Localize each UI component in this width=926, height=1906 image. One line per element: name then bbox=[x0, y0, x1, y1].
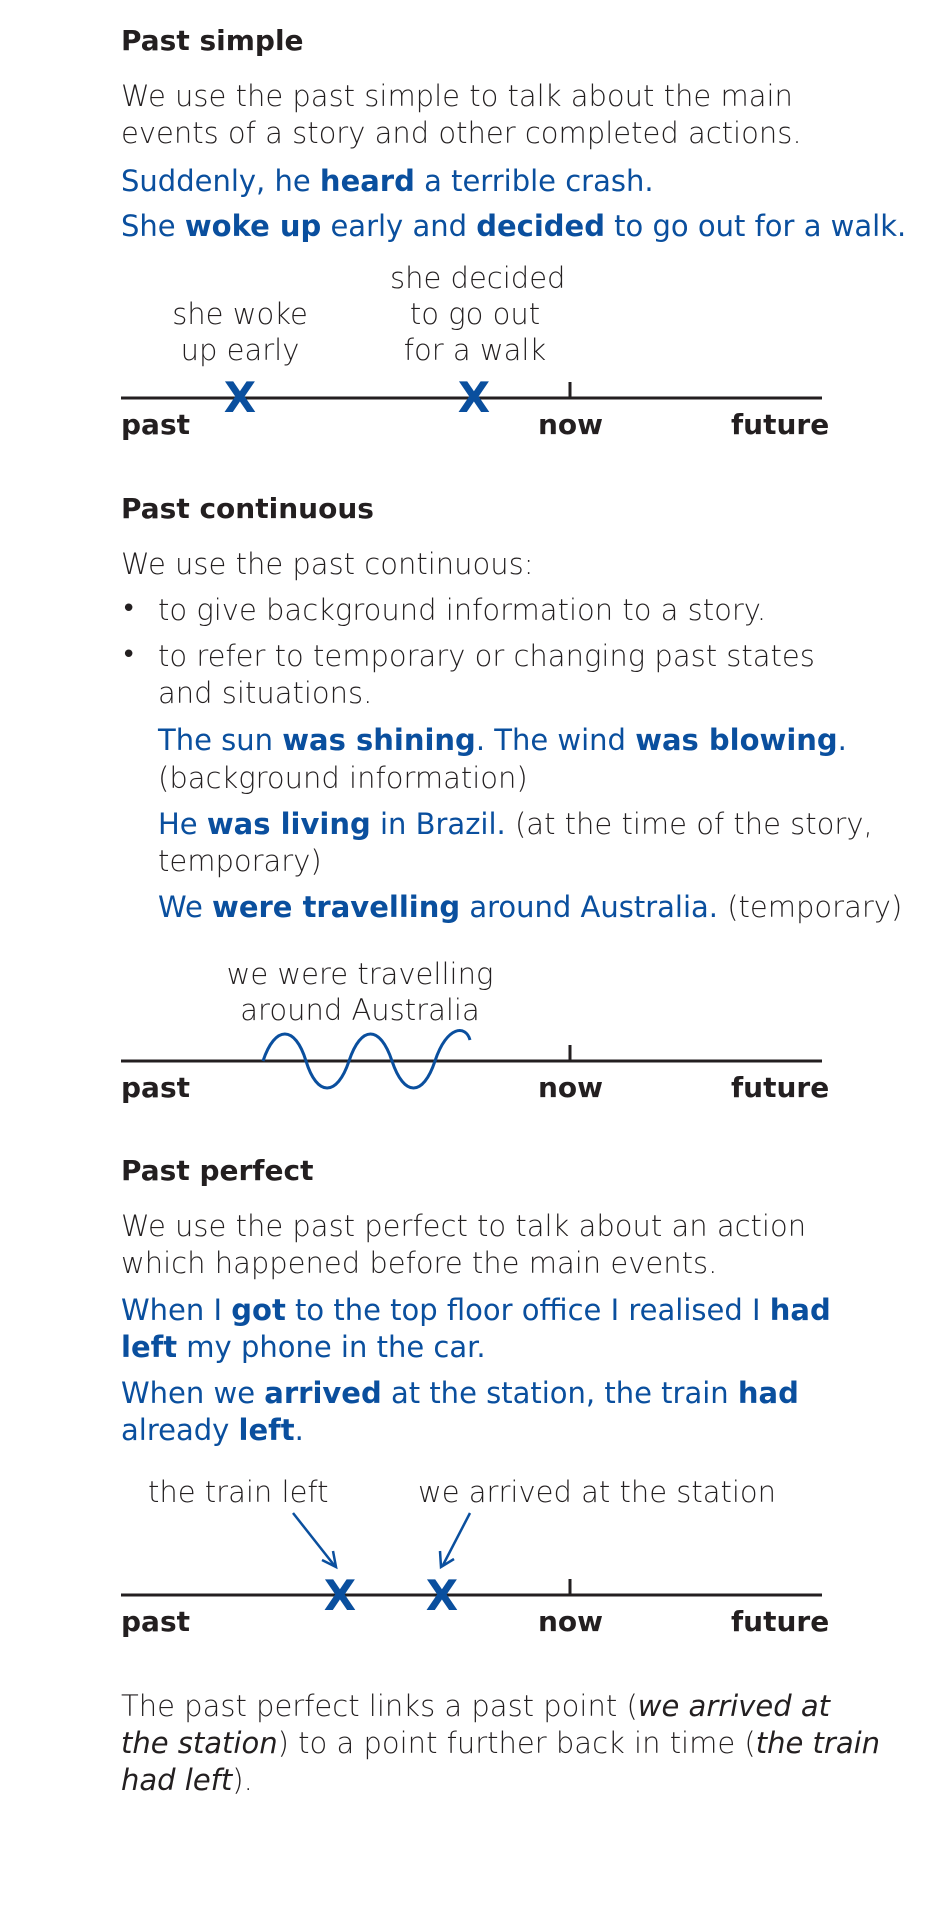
past-continuous-example-1: The sun was shining. The wind was blowin… bbox=[158, 723, 847, 757]
arrow-train-left bbox=[292, 1512, 335, 1566]
arrow-train-left-head bbox=[321, 1550, 338, 1570]
summary-line1: The past perfect links a past point (we … bbox=[121, 1689, 830, 1723]
timeline3-past-label: past bbox=[121, 1605, 190, 1638]
past-continuous-example-2-note: temporary) bbox=[158, 844, 322, 878]
timeline1-label-decided: she decided to go out for a walk bbox=[390, 261, 566, 367]
past-continuous-example-3: We were travelling around Australia. (te… bbox=[158, 890, 903, 924]
past-continuous-heading: Past continuous bbox=[121, 492, 374, 525]
timeline3-now-label: now bbox=[538, 1605, 604, 1638]
summary-line2: the station) to a point further back in … bbox=[121, 1726, 881, 1760]
timeline3-future-label: future bbox=[731, 1605, 830, 1638]
past-perfect-intro-line1: We use the past perfect to talk about an… bbox=[121, 1209, 807, 1243]
past-perfect-example-1-line1: When I got to the top floor office I rea… bbox=[121, 1293, 831, 1327]
past-simple-intro-line2: events of a story and other completed ac… bbox=[121, 116, 802, 150]
past-perfect-intro-line2: which happened before the main events. bbox=[121, 1246, 718, 1280]
bullet-2-text-line1: to refer to temporary or changing past s… bbox=[158, 639, 815, 673]
timeline2-future-label: future bbox=[731, 1071, 830, 1104]
timeline3-mark-arrived: X bbox=[426, 1571, 458, 1620]
timeline1-label-woke: she woke up early bbox=[172, 297, 308, 367]
timeline1-past-label: past bbox=[121, 408, 190, 441]
arrow-arrived-head bbox=[438, 1550, 455, 1570]
summary-line3: had left). bbox=[121, 1763, 253, 1797]
timeline1-future-label: future bbox=[731, 408, 830, 441]
past-continuous-intro: We use the past continuous: bbox=[121, 547, 534, 581]
past-simple-example-2: She woke up early and decided to go out … bbox=[121, 209, 907, 243]
timeline1-now-label: now bbox=[538, 408, 604, 441]
past-perfect-example-1-line2: left my phone in the car. bbox=[121, 1330, 486, 1364]
bullet-1-text: to give background information to a stor… bbox=[158, 593, 767, 627]
past-simple-intro-line1: We use the past simple to talk about the… bbox=[121, 79, 793, 113]
timeline3-label-train-left: the train left bbox=[148, 1475, 329, 1509]
timeline2-wave bbox=[261, 1029, 472, 1090]
past-simple-example-1: Suddenly, he heard a terrible crash. bbox=[121, 164, 654, 198]
arrow-arrived bbox=[441, 1512, 472, 1566]
bullet-2-marker: • bbox=[121, 640, 137, 670]
timeline2-past-label: past bbox=[121, 1071, 190, 1104]
timeline1-mark-decided: X bbox=[458, 373, 490, 422]
bullet-2-text-line2: and situations. bbox=[158, 676, 373, 710]
timeline1-mark-woke: X bbox=[224, 373, 256, 422]
past-perfect-example-2-line2: already left. bbox=[121, 1413, 304, 1447]
timeline2-now-label: now bbox=[538, 1071, 604, 1104]
timeline2-label: we were travelling around Australia bbox=[226, 957, 494, 1027]
past-continuous-example-2: He was living in Brazil. (at the time of… bbox=[158, 807, 873, 841]
past-continuous-example-1-note: (background information) bbox=[158, 761, 528, 795]
timeline3-mark-train-left: X bbox=[324, 1571, 356, 1620]
bullet-1-marker: • bbox=[121, 594, 137, 624]
past-perfect-heading: Past perfect bbox=[121, 1154, 314, 1187]
past-perfect-example-2-line1: When we arrived at the station, the trai… bbox=[121, 1376, 799, 1410]
past-simple-heading: Past simple bbox=[121, 24, 304, 57]
timeline3-label-arrived: we arrived at the station bbox=[418, 1475, 777, 1509]
